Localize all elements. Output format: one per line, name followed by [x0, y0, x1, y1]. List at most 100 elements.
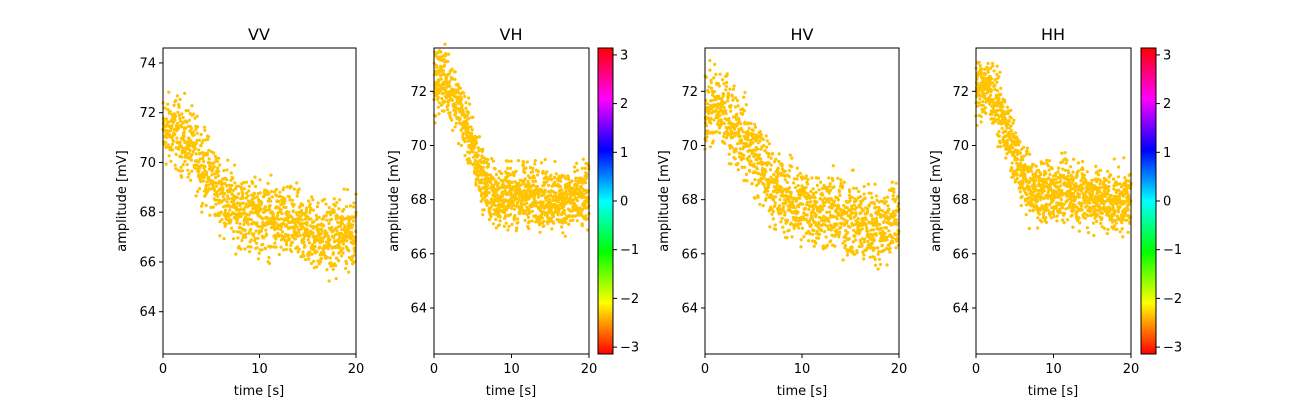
data-point [1000, 100, 1004, 104]
data-point [763, 190, 767, 194]
data-point [515, 226, 519, 230]
data-point [831, 178, 835, 183]
data-point [190, 152, 194, 156]
data-point [977, 60, 981, 64]
data-point [462, 113, 466, 117]
data-point [312, 266, 316, 270]
data-point [194, 152, 198, 156]
data-point [870, 241, 874, 245]
x-axis-label: time [s] [234, 384, 284, 399]
x-axis-label: time [s] [486, 384, 536, 399]
data-point [991, 100, 995, 104]
data-point [976, 104, 980, 108]
data-point [779, 173, 784, 177]
data-point [463, 137, 467, 141]
data-point [1002, 140, 1006, 144]
data-point [1031, 208, 1035, 212]
data-point [223, 208, 227, 212]
data-point [172, 103, 176, 107]
data-point [549, 217, 553, 221]
data-point [705, 124, 709, 128]
data-point [1005, 141, 1009, 145]
data-point [995, 80, 999, 84]
y-tick-label: 72 [139, 106, 156, 121]
data-point [211, 205, 215, 209]
data-point [343, 224, 347, 228]
data-point [873, 182, 877, 186]
data-point [771, 217, 775, 221]
data-point [530, 219, 534, 223]
data-point [269, 199, 273, 203]
data-point [260, 201, 264, 205]
data-point [704, 75, 709, 79]
data-point [806, 182, 810, 186]
data-point [814, 241, 818, 245]
data-point [716, 116, 720, 120]
data-point [527, 220, 531, 224]
data-point [762, 182, 766, 187]
data-point [850, 204, 854, 208]
data-point [765, 139, 769, 143]
data-point [313, 248, 317, 252]
data-point [485, 203, 489, 207]
data-point [759, 179, 763, 183]
data-point [295, 225, 299, 229]
data-point [468, 102, 472, 106]
data-point [752, 136, 757, 140]
data-point [197, 148, 201, 152]
data-point [797, 205, 801, 209]
data-point [335, 256, 339, 260]
data-point [1079, 179, 1083, 183]
data-point [804, 217, 808, 221]
data-point [735, 114, 739, 118]
data-point [773, 195, 778, 199]
data-point [1021, 182, 1025, 186]
data-point [307, 241, 312, 245]
data-point [876, 267, 880, 271]
data-point [465, 119, 469, 123]
data-point [540, 216, 544, 220]
data-point [328, 244, 332, 248]
data-point [533, 195, 537, 199]
data-point [791, 200, 795, 204]
data-point [242, 208, 246, 212]
data-point [1008, 150, 1013, 154]
data-point [722, 105, 726, 110]
data-point [303, 245, 307, 249]
data-point [526, 179, 530, 184]
data-point [524, 166, 528, 170]
data-point [1068, 185, 1073, 189]
data-point [880, 243, 885, 247]
data-point [746, 135, 750, 139]
data-point [560, 173, 564, 177]
data-point [994, 96, 998, 100]
data-point [783, 169, 787, 173]
data-point [238, 222, 242, 226]
data-point [447, 52, 451, 56]
data-point [546, 183, 551, 187]
data-point [1088, 201, 1092, 205]
data-point [765, 145, 769, 149]
data-point [751, 128, 755, 133]
data-point [214, 184, 219, 188]
data-point [727, 93, 731, 97]
data-point [222, 237, 226, 241]
data-point [561, 231, 565, 235]
data-point [469, 125, 473, 129]
data-point [776, 171, 780, 176]
data-point [1077, 229, 1081, 233]
data-point [795, 177, 799, 181]
data-point [1065, 158, 1069, 162]
data-point [1010, 166, 1014, 170]
data-point [768, 225, 772, 229]
data-point [1055, 214, 1059, 218]
data-point [516, 217, 520, 221]
data-point [787, 169, 792, 173]
data-point [505, 184, 509, 189]
data-point [282, 235, 287, 239]
data-point [862, 192, 866, 196]
data-point [295, 181, 299, 185]
data-point [796, 222, 800, 226]
